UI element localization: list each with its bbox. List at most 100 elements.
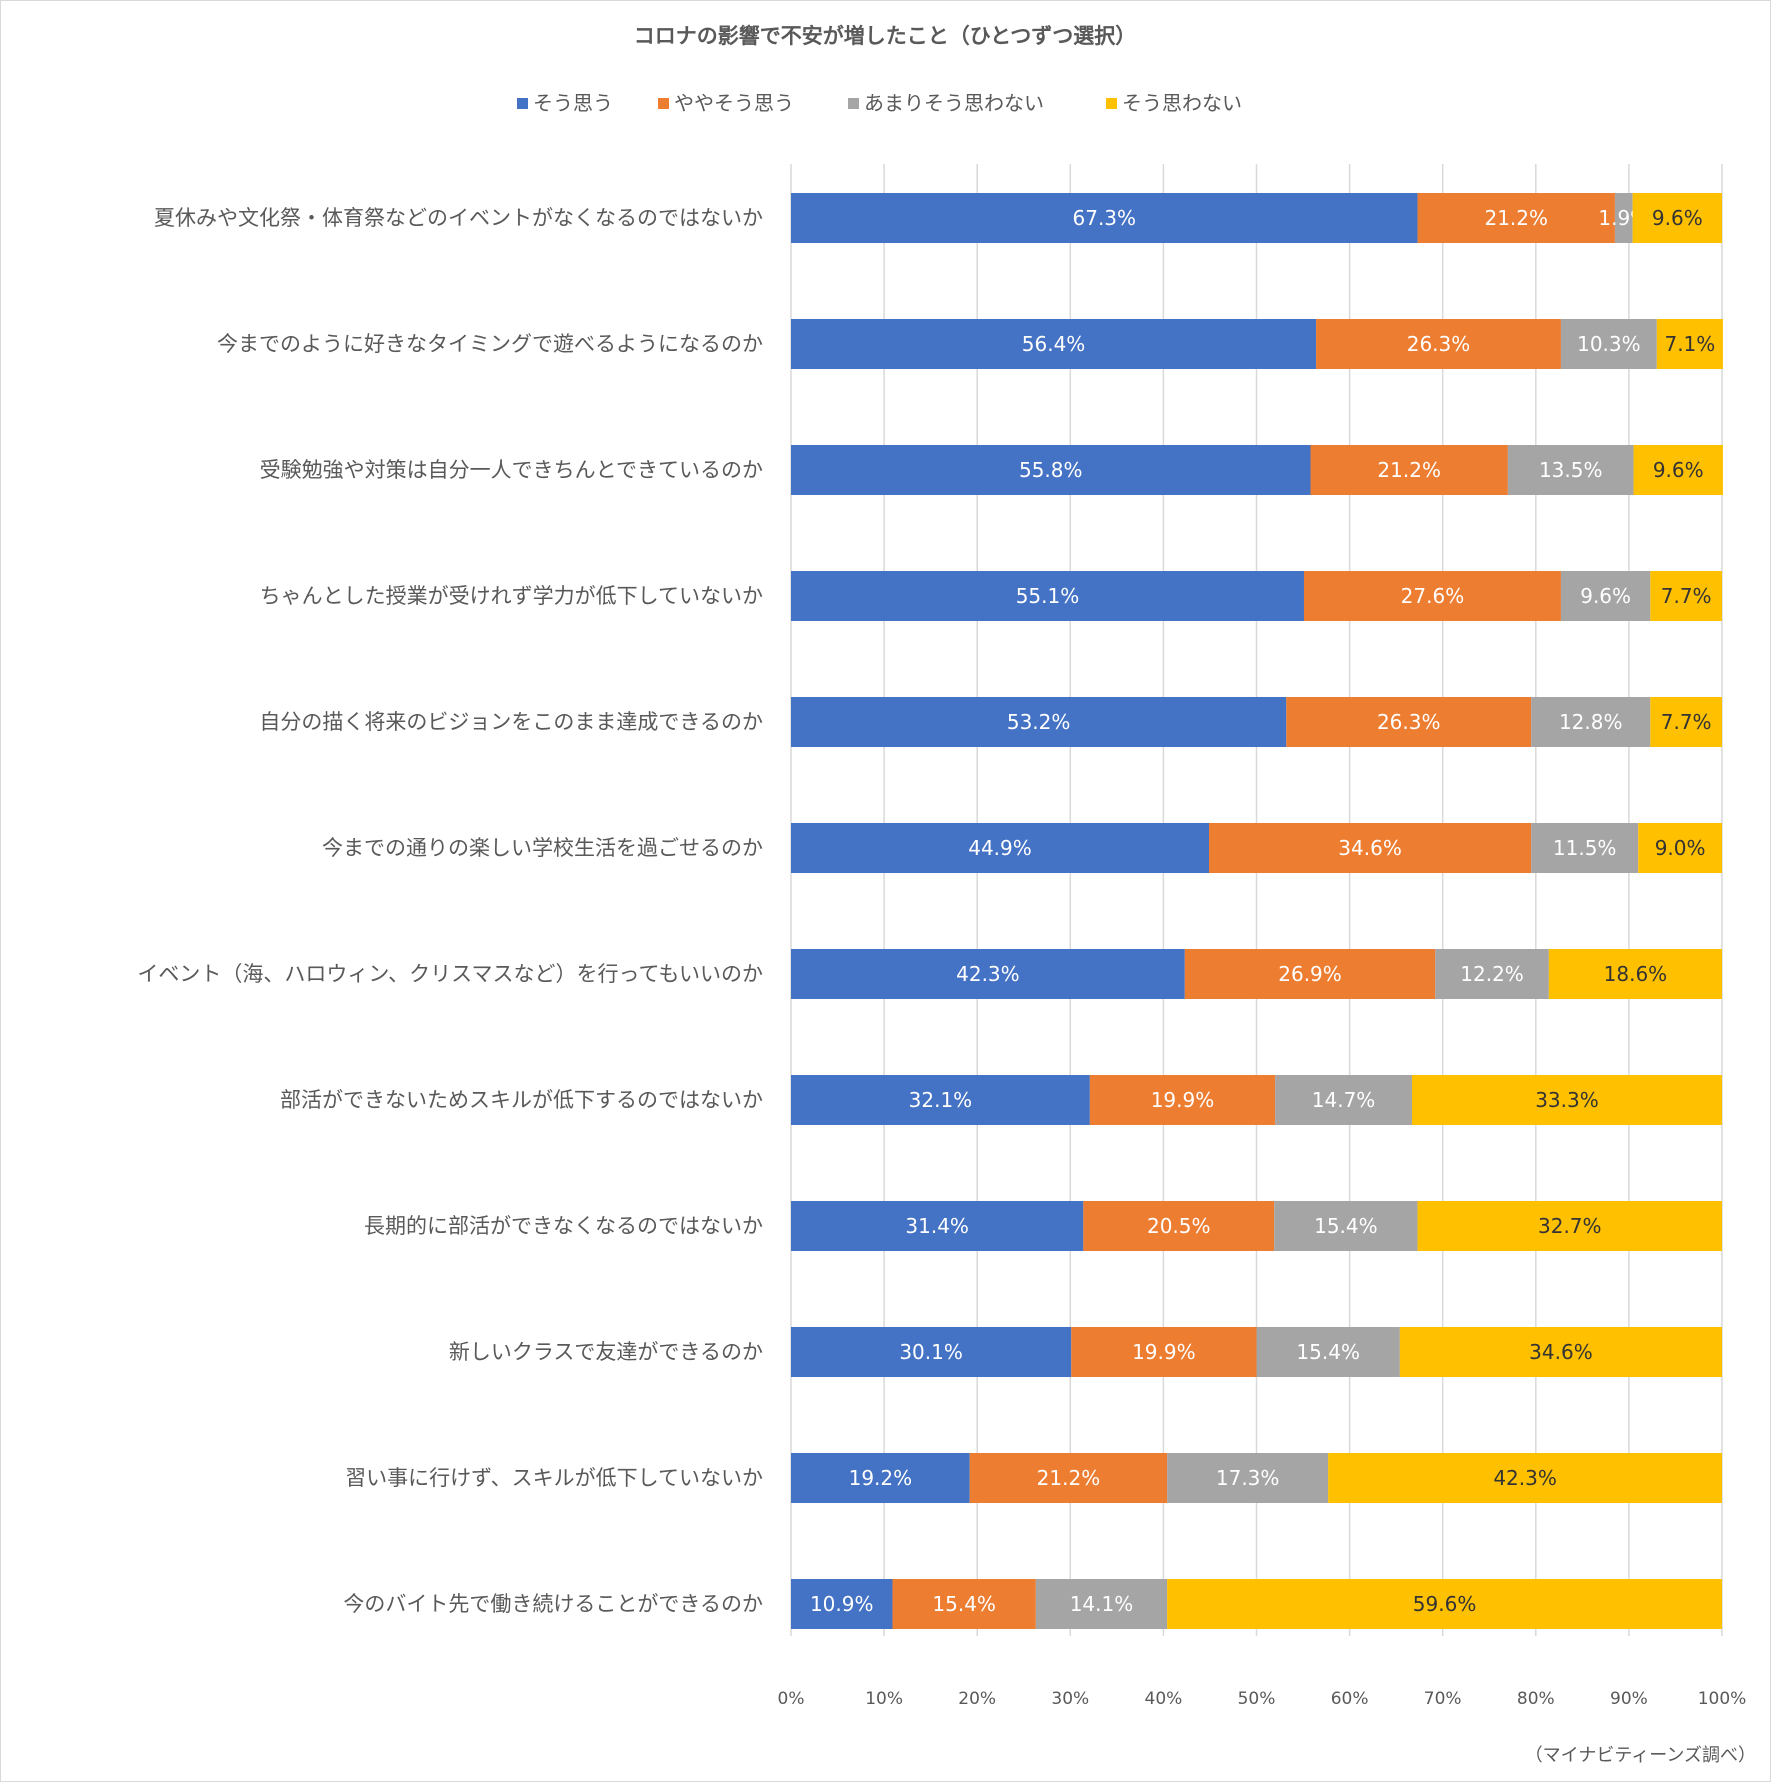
x-axis-ticks: 0% 10% 20% 30% 40% 50% 60% 70% 80% 90% 100% <box>778 1689 1747 1709</box>
bar-segment <box>1411 1075 1722 1125</box>
bar-segment <box>1083 1201 1275 1251</box>
x-tick-label: 50% <box>1238 1689 1276 1709</box>
x-tick-label: 20% <box>958 1689 996 1709</box>
data-label: 9.6% <box>1653 458 1704 482</box>
data-label: 14.7% <box>1312 1088 1376 1112</box>
legend-swatch <box>658 98 669 109</box>
x-tick-label: 0% <box>778 1689 805 1709</box>
bar-segment <box>1650 571 1722 621</box>
category-label: 受験勉強や対策は自分一人できちんとできているのか <box>260 458 763 482</box>
bar-segment <box>892 1579 1036 1629</box>
data-label: 9.6% <box>1580 584 1631 608</box>
bar-segment <box>1435 949 1549 999</box>
data-label: 15.4% <box>1296 1340 1360 1364</box>
bar-segment <box>791 697 1287 747</box>
data-label: 44.9% <box>968 836 1032 860</box>
data-label: 21.2% <box>1037 1466 1101 1490</box>
bar-segment <box>1089 1075 1276 1125</box>
category-label: イベント（海、ハロウィン、クリスマスなど）を行ってもいいのか <box>137 962 763 986</box>
data-label: 32.1% <box>909 1088 973 1112</box>
data-label: 30.1% <box>899 1340 963 1364</box>
category-label: 新しいクラスで友達ができるのか <box>449 1340 763 1364</box>
gridlines <box>790 164 1723 1636</box>
data-label: 13.5% <box>1539 458 1603 482</box>
data-label: 18.6% <box>1604 962 1668 986</box>
x-tick-label: 40% <box>1145 1689 1183 1709</box>
bar-segment <box>791 1201 1084 1251</box>
data-label: 42.3% <box>1493 1466 1557 1490</box>
data-label: 9.6% <box>1652 206 1703 230</box>
legend-label: そう思わない <box>1122 91 1242 115</box>
data-label: 34.6% <box>1529 1340 1593 1364</box>
data-label: 33.3% <box>1535 1088 1599 1112</box>
legend-swatch <box>848 98 859 109</box>
data-label: 19.2% <box>849 1466 913 1490</box>
bar-segment <box>1560 571 1651 621</box>
data-label: 12.8% <box>1559 710 1623 734</box>
data-label: 21.2% <box>1377 458 1441 482</box>
x-tick-label: 60% <box>1331 1689 1369 1709</box>
bar-segment <box>1286 697 1532 747</box>
x-tick-label: 100% <box>1698 1689 1747 1709</box>
data-label: 59.6% <box>1413 1592 1477 1616</box>
bar-segment <box>791 949 1185 999</box>
chart-title: コロナの影響で不安が増したこと（ひとつずつ選択） <box>634 24 1137 48</box>
data-label: 17.3% <box>1216 1466 1280 1490</box>
bar-segment <box>1650 697 1722 747</box>
bar-segment <box>1507 445 1634 495</box>
category-label: 今のバイト先で働き続けることができるのか <box>343 1592 763 1616</box>
data-label: 32.7% <box>1538 1214 1602 1238</box>
category-label: ちゃんとした授業が受けれず学力が低下していないか <box>260 584 763 608</box>
data-label: 31.4% <box>905 1214 969 1238</box>
x-tick-label: 80% <box>1517 1689 1555 1709</box>
x-tick-label: 70% <box>1424 1689 1462 1709</box>
category-label: 長期的に部活ができなくなるのではないか <box>364 1214 763 1238</box>
legend-swatch <box>1106 98 1117 109</box>
bar-segment <box>791 1327 1072 1377</box>
bar-segment <box>791 1075 1090 1125</box>
data-label: 21.2% <box>1484 206 1548 230</box>
data-label: 20.5% <box>1147 1214 1211 1238</box>
data-label: 42.3% <box>956 962 1020 986</box>
bar-segment <box>1417 1201 1722 1251</box>
category-label: 部活ができないためスキルが低下するのではないか <box>280 1088 763 1112</box>
bar-segment <box>791 571 1304 621</box>
data-label: 9.0% <box>1655 836 1706 860</box>
data-label: 7.7% <box>1661 584 1712 608</box>
category-labels: 夏休みや文化祭・体育祭などのイベントがなくなるのではないか今までのように好きなタ… <box>137 206 763 1616</box>
bar-segment <box>1560 319 1657 369</box>
data-label: 19.9% <box>1132 1340 1196 1364</box>
category-label: 今までのように好きなタイミングで遊べるようになるのか <box>217 332 763 356</box>
data-label: 10.9% <box>810 1592 874 1616</box>
legend-swatch <box>517 98 528 109</box>
bar-segment <box>791 445 1311 495</box>
bar-segment <box>1399 1327 1722 1377</box>
legend-label: あまりそう思わない <box>864 91 1044 115</box>
bar-segment <box>1167 1453 1329 1503</box>
bar-segment <box>791 823 1210 873</box>
bar-segment <box>1316 319 1561 369</box>
data-label: 19.9% <box>1151 1088 1215 1112</box>
x-tick-label: 10% <box>865 1689 903 1709</box>
data-label: 26.3% <box>1407 332 1471 356</box>
bar-segment <box>1328 1453 1722 1503</box>
bar-segment <box>1632 193 1722 243</box>
bar-segment <box>1184 949 1436 999</box>
category-label: 夏休みや文化祭・体育祭などのイベントがなくなるのではないか <box>154 206 763 230</box>
bar-segment <box>1275 1075 1412 1125</box>
legend: そう思う ややそう思う あまりそう思わない そう思わない <box>517 91 1242 115</box>
bar-segment <box>791 1453 970 1503</box>
data-label: 27.6% <box>1401 584 1465 608</box>
bar-segment <box>791 193 1418 243</box>
data-label: 15.4% <box>1314 1214 1378 1238</box>
bar-segment <box>1638 823 1722 873</box>
bar-segment <box>1548 949 1722 999</box>
data-label: 12.2% <box>1460 962 1524 986</box>
bar-segment <box>791 319 1317 369</box>
bars: 67.3% 21.2% 1.9% 9.6%56.4% 26.3% 10.3% 7.1%55.… <box>791 193 1723 1629</box>
bar-segment <box>1614 193 1633 243</box>
bar-segment <box>1303 571 1561 621</box>
source-note: （マイナビティーンズ調べ） <box>1525 1745 1756 1766</box>
data-label: 55.8% <box>1019 458 1083 482</box>
